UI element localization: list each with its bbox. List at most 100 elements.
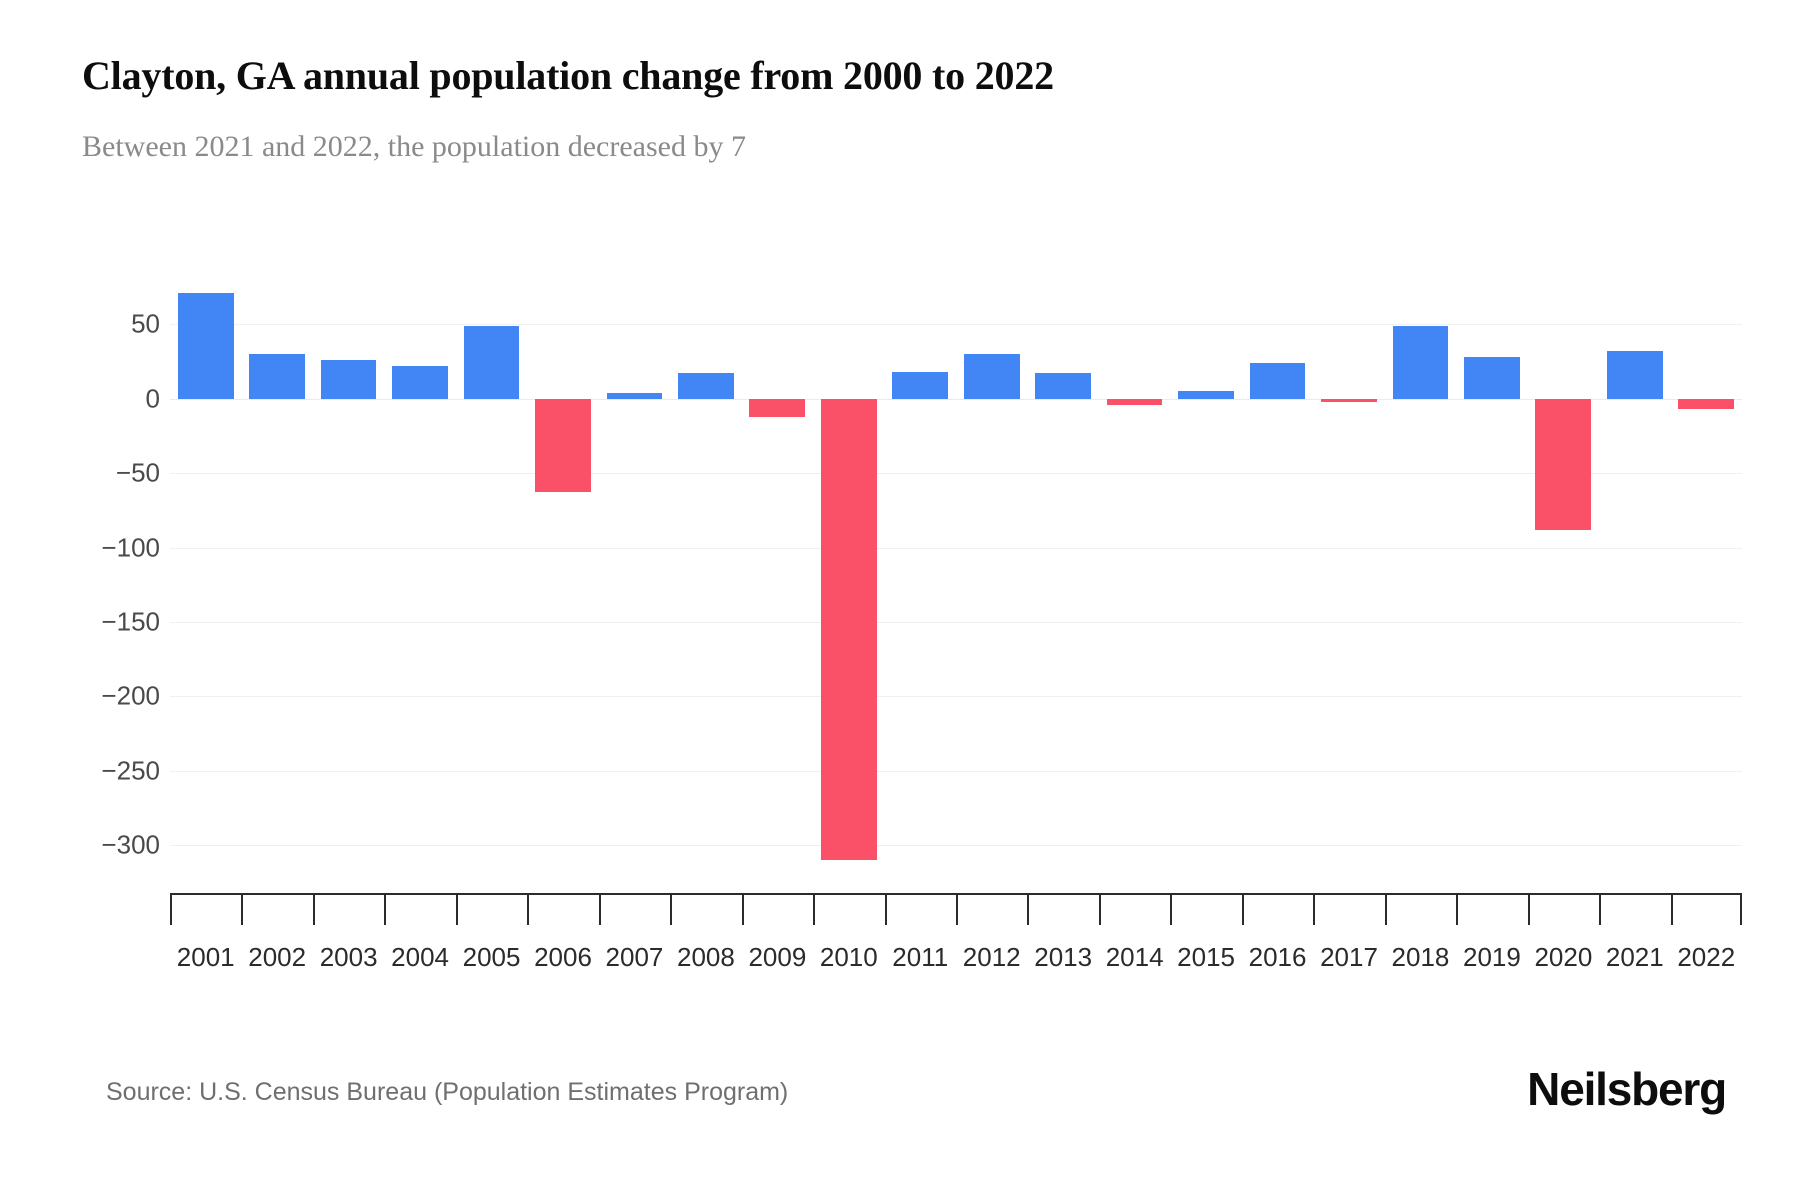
- bar-cell[interactable]: [170, 287, 241, 890]
- x-axis-tick-label: 2005: [462, 942, 521, 972]
- bar-2022[interactable]: [1678, 398, 1735, 410]
- x-axis-tick: [384, 895, 387, 925]
- x-axis-tick: [170, 895, 172, 925]
- x-axis-tick: [1456, 895, 1459, 925]
- y-axis-tick-label: −250: [101, 755, 160, 786]
- bar-cell[interactable]: [1599, 287, 1670, 890]
- bar-2018[interactable]: [1392, 325, 1449, 399]
- bar-2002[interactable]: [249, 354, 306, 399]
- x-axis-tick: [1384, 895, 1387, 925]
- bar-2009[interactable]: [749, 398, 806, 417]
- bar-cell[interactable]: [1671, 287, 1742, 890]
- bar-cell[interactable]: [956, 287, 1027, 890]
- bar-cell[interactable]: [599, 287, 670, 890]
- x-axis-tick-label: 2011: [892, 942, 949, 972]
- bar-2012[interactable]: [963, 354, 1020, 399]
- x-axis-tick: [884, 895, 887, 925]
- x-axis-tick-label: 2018: [1391, 942, 1450, 972]
- x-axis-tick: [1170, 895, 1173, 925]
- x-axis-tick-label: 2020: [1534, 942, 1593, 972]
- x-axis-tick: [1527, 895, 1530, 925]
- bar-2014[interactable]: [1106, 398, 1163, 405]
- brand-logo: Neilsberg: [1527, 1063, 1727, 1115]
- bar-cell[interactable]: [885, 287, 956, 890]
- x-axis-tick: [741, 895, 744, 925]
- bar-series: [170, 287, 1742, 890]
- plot-area: 50 0 −50 −100 −150 −200 −250 −300: [101, 287, 1742, 890]
- x-axis-tick-label: 2006: [534, 942, 592, 972]
- bar-cell[interactable]: [1170, 287, 1241, 890]
- x-axis-tick: [670, 895, 673, 925]
- x-axis-tick: [598, 895, 601, 925]
- x-axis-tick-label: 2010: [819, 942, 878, 972]
- x-axis-tick: [1740, 895, 1742, 925]
- bar-cell[interactable]: [742, 287, 813, 890]
- bar-cell[interactable]: [1242, 287, 1313, 890]
- bar-2010[interactable]: [820, 398, 877, 861]
- bar-cell[interactable]: [1385, 287, 1456, 890]
- bar-cell[interactable]: [1456, 287, 1527, 890]
- bar-cell[interactable]: [241, 287, 312, 890]
- bar-cell[interactable]: [527, 287, 598, 890]
- bar-2020[interactable]: [1535, 398, 1592, 530]
- x-axis-tick-label: 2012: [962, 942, 1021, 972]
- gridline: [170, 696, 1742, 698]
- page-title: Clayton, GA annual population change fro…: [82, 53, 1054, 98]
- x-axis-tick: [312, 895, 315, 925]
- bar-cell[interactable]: [313, 287, 384, 890]
- x-axis-tick-label: 2021: [1605, 942, 1664, 972]
- x-axis-tick: [455, 895, 458, 925]
- x-axis-tick: [1670, 895, 1673, 925]
- page-subtitle: Between 2021 and 2022, the population de…: [82, 130, 746, 163]
- bar-2021[interactable]: [1606, 351, 1663, 399]
- bar-2008[interactable]: [678, 373, 734, 399]
- x-axis-tick-label: 2022: [1677, 942, 1736, 972]
- gridline: [170, 324, 1742, 326]
- bar-cell[interactable]: [1313, 287, 1384, 890]
- bar-cell[interactable]: [456, 287, 527, 890]
- y-axis-tick-label: −100: [101, 532, 160, 563]
- bar-cell[interactable]: [384, 287, 455, 890]
- x-axis-tick-label: 2019: [1462, 942, 1521, 972]
- bar-cell[interactable]: [1528, 287, 1599, 890]
- gridline: [170, 622, 1742, 623]
- zero-line: [170, 398, 1742, 400]
- bar-2005[interactable]: [463, 325, 520, 399]
- x-axis-tick-label: 2013: [1034, 942, 1093, 972]
- y-axis-tick-label: −150: [101, 606, 160, 637]
- x-axis-tick: [527, 895, 530, 925]
- x-axis-tick-label: 2001: [176, 942, 235, 972]
- y-axis-tick-label: −50: [115, 457, 160, 488]
- x-axis-tick: [956, 895, 958, 925]
- bar-2006[interactable]: [535, 398, 591, 493]
- bar-2007[interactable]: [606, 392, 663, 399]
- x-axis-tick-label: 2003: [319, 942, 378, 972]
- bar-2003[interactable]: [320, 359, 377, 399]
- bar-2013[interactable]: [1035, 373, 1092, 399]
- gridline: [170, 770, 1742, 772]
- x-axis-tick: [1313, 895, 1316, 925]
- bar-cell[interactable]: [813, 287, 884, 890]
- x-axis-tick-label: 2017: [1320, 942, 1378, 972]
- bar-2016[interactable]: [1249, 362, 1306, 399]
- y-axis-tick-label: −300: [101, 829, 160, 860]
- x-axis-tick-label: 2016: [1248, 942, 1307, 972]
- bar-2001[interactable]: [177, 292, 234, 399]
- bar-2011[interactable]: [892, 371, 949, 399]
- bar-2015[interactable]: [1178, 391, 1234, 399]
- bar-2017[interactable]: [1321, 398, 1377, 402]
- x-axis-tick-label: 2008: [676, 942, 735, 972]
- gridline: [170, 845, 1742, 847]
- bar-cell[interactable]: [670, 287, 741, 890]
- x-axis-tick-label: 2002: [248, 942, 307, 972]
- gridline: [170, 547, 1742, 549]
- bar-2019[interactable]: [1464, 356, 1520, 399]
- bar-cell[interactable]: [1099, 287, 1170, 890]
- x-axis-line: [170, 893, 1742, 895]
- bar-cell[interactable]: [1027, 287, 1098, 890]
- y-axis-tick-label: −200: [101, 680, 160, 711]
- x-axis-tick: [813, 895, 816, 925]
- x-axis-tick-label: 2014: [1105, 942, 1164, 972]
- bar-2004[interactable]: [392, 365, 448, 399]
